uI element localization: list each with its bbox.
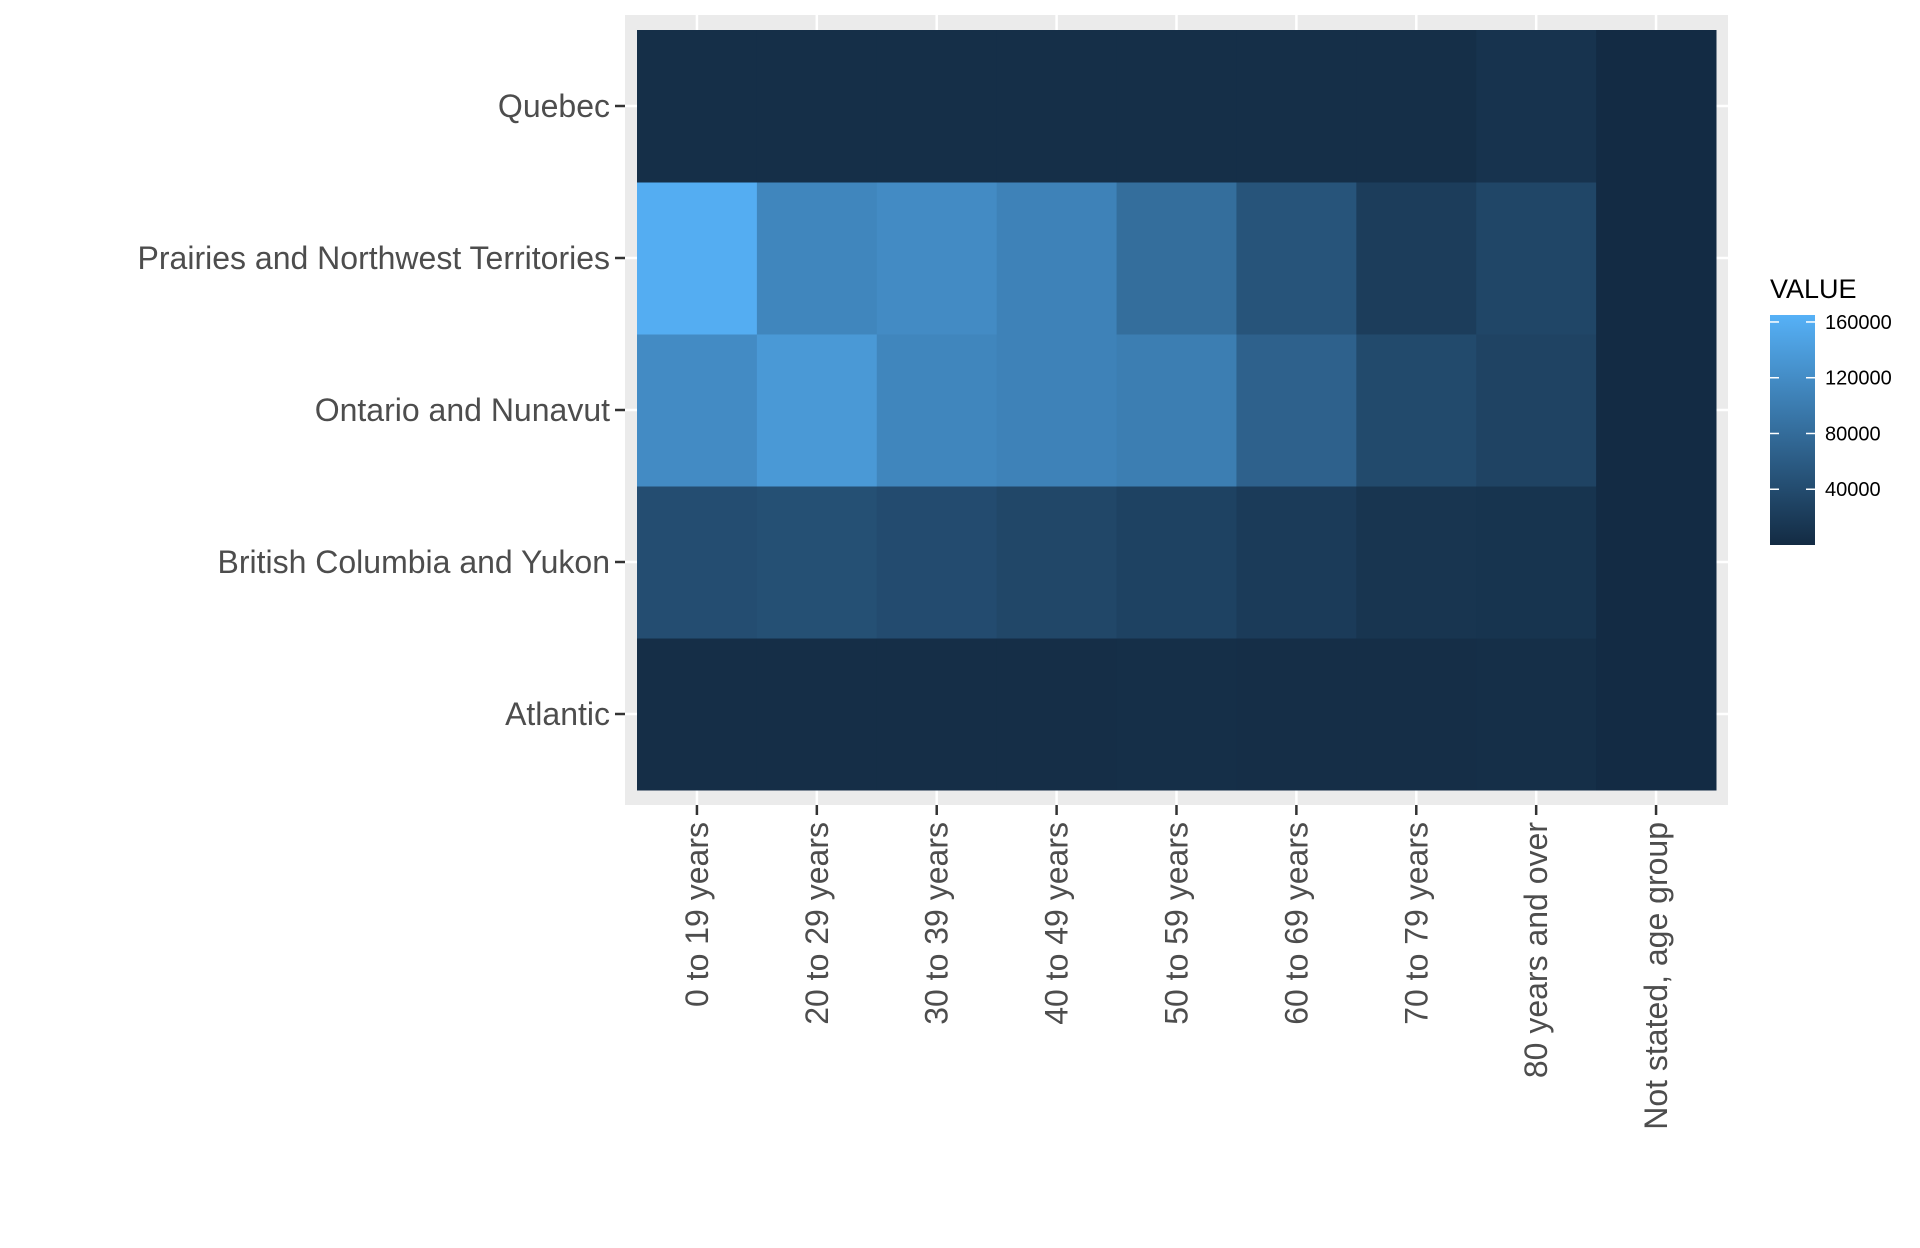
heatmap-cell <box>1596 486 1717 639</box>
heatmap-cell <box>637 30 758 183</box>
heatmap-cell <box>637 486 758 639</box>
heatmap-cell <box>756 486 878 639</box>
heatmap-cell <box>756 334 878 487</box>
heatmap-cell <box>1116 638 1237 791</box>
heatmap-cell <box>1236 638 1357 791</box>
heatmap-cell <box>1356 334 1477 487</box>
heatmap-cell <box>637 182 758 335</box>
heatmap-cell <box>1476 334 1597 487</box>
heatmap-cell <box>756 638 878 791</box>
heatmap-cell <box>1596 638 1717 791</box>
heatmap-cell <box>1356 638 1477 791</box>
y-tick-label: Prairies and Northwest Territories <box>138 240 610 276</box>
heatmap-cell <box>1596 182 1717 335</box>
heatmap-cell <box>876 334 998 487</box>
heatmap-cell <box>1476 638 1597 791</box>
heatmap-cell <box>1116 486 1237 639</box>
x-tick-label: 40 to 49 years <box>1039 822 1075 1025</box>
heatmap-cell <box>1116 334 1237 487</box>
heatmap-cell <box>996 182 1118 335</box>
heatmap-cell <box>1596 30 1717 183</box>
x-axis: 0 to 19 years 20 to 29 years 30 to 39 year… <box>679 805 1674 1130</box>
legend-tick-label: 120000 <box>1825 368 1892 390</box>
legend: VALUE 40000 80000 120000 160000 <box>1770 274 1892 545</box>
heatmap-cell <box>996 486 1118 639</box>
heatmap-cell <box>876 638 998 791</box>
heatmap-cell <box>637 638 758 791</box>
heatmap-cell <box>1476 486 1597 639</box>
heatmap-cell <box>637 334 758 487</box>
heatmap-cell <box>1116 30 1237 183</box>
heatmap-cell <box>1356 30 1477 183</box>
heatmap-cell <box>1356 182 1477 335</box>
heatmap-cell <box>756 182 878 335</box>
heatmap-cell <box>876 30 998 183</box>
heatmap-cell <box>996 638 1118 791</box>
y-tick-label: Atlantic <box>505 696 610 732</box>
heatmap-cell <box>1236 486 1357 639</box>
legend-title: VALUE <box>1770 274 1857 304</box>
heatmap-cell <box>1236 30 1357 183</box>
y-tick-label: Quebec <box>498 88 610 124</box>
y-tick-label: British Columbia and Yukon <box>217 544 610 580</box>
legend-tick-label: 40000 <box>1825 479 1881 501</box>
heatmap-cell <box>1476 30 1597 183</box>
legend-tick-label: 160000 <box>1825 312 1892 334</box>
heatmap-cell <box>876 486 998 639</box>
y-tick-label: Ontario and Nunavut <box>315 392 610 428</box>
y-axis: Atlantic British Columbia and Yukon Ontari… <box>138 88 625 732</box>
heatmap-cell <box>1356 486 1477 639</box>
x-tick-label: 80 years and over <box>1518 822 1554 1079</box>
heatmap-cell <box>996 30 1118 183</box>
heatmap-cells <box>637 30 1717 791</box>
heatmap-cell <box>1116 182 1237 335</box>
x-tick-label: 70 to 79 years <box>1398 822 1434 1025</box>
x-tick-label: Not stated, age group <box>1638 822 1674 1130</box>
heatmap-cell <box>1236 334 1357 487</box>
x-tick-label: 60 to 69 years <box>1278 822 1314 1025</box>
legend-ticks: 40000 80000 120000 160000 <box>1770 312 1892 501</box>
x-tick-label: 50 to 59 years <box>1159 822 1195 1025</box>
x-tick-label: 0 to 19 years <box>679 822 715 1007</box>
heatmap-cell <box>996 334 1118 487</box>
heatmap-cell <box>756 30 878 183</box>
heatmap-cell <box>1476 182 1597 335</box>
x-tick-label: 30 to 39 years <box>919 822 955 1025</box>
heatmap-cell <box>1236 182 1357 335</box>
legend-colorbar <box>1770 315 1815 545</box>
heatmap-cell <box>1596 334 1717 487</box>
x-tick-label: 20 to 29 years <box>799 822 835 1025</box>
heatmap-cell <box>876 182 998 335</box>
legend-tick-label: 80000 <box>1825 423 1881 445</box>
